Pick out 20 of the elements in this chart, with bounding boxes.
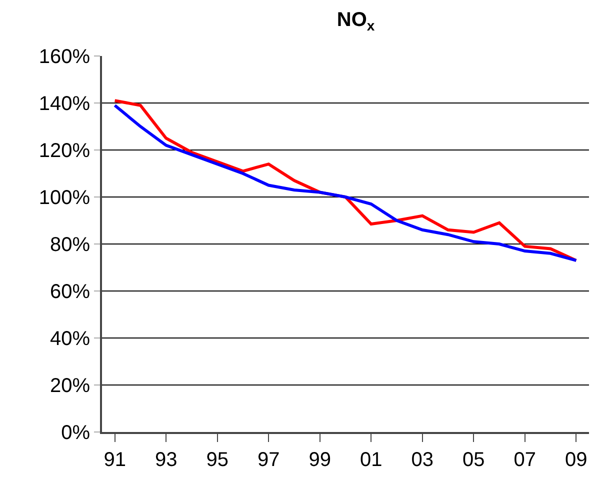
y-tick-label: 120% — [38, 140, 90, 162]
x-tick-label: 03 — [411, 449, 434, 471]
x-tick-label: 07 — [514, 449, 536, 471]
y-tick-label: 80% — [50, 234, 90, 256]
y-tick-label: 60% — [50, 281, 90, 303]
x-tick-label: 97 — [257, 449, 280, 471]
x-tick-label: 05 — [462, 449, 485, 471]
y-tick-label: 40% — [50, 328, 90, 350]
x-tick-label: 09 — [565, 449, 588, 471]
y-tick-label: 140% — [38, 93, 90, 115]
x-tick-label: 95 — [206, 449, 228, 471]
x-tick-label: 99 — [308, 449, 331, 471]
chart-title: NO$_{x}$ — [336, 9, 375, 34]
x-tick-label: 01 — [360, 449, 382, 471]
y-tick-label: 160% — [38, 46, 90, 68]
x-tick-label: 93 — [154, 449, 178, 471]
x-tick-label: 91 — [104, 449, 126, 471]
y-tick-label: 20% — [50, 375, 90, 397]
y-tick-label: 0% — [61, 422, 90, 444]
y-tick-label: 100% — [38, 187, 90, 209]
